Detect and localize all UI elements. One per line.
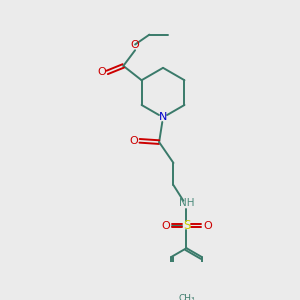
Text: N: N: [159, 112, 167, 122]
Text: O: O: [131, 40, 140, 50]
Text: O: O: [161, 220, 170, 230]
Text: S: S: [183, 219, 190, 232]
Text: NH: NH: [179, 198, 194, 208]
Text: O: O: [130, 136, 138, 146]
Text: O: O: [203, 220, 212, 230]
Text: CH₃: CH₃: [178, 294, 195, 300]
Text: O: O: [97, 68, 106, 77]
